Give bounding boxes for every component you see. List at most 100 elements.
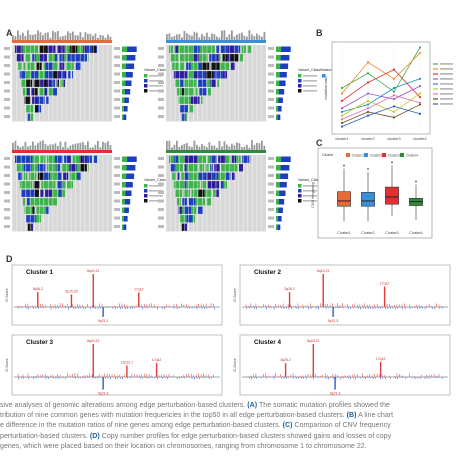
- mutation-cell: [25, 45, 32, 53]
- gene-frequency-bar: [276, 173, 281, 179]
- mutation-cell: [30, 113, 33, 121]
- legend-label-placeholder: [303, 90, 317, 92]
- box: [361, 192, 375, 207]
- legend-label: Cluster3: [388, 154, 400, 158]
- mutation-cell: [58, 189, 63, 197]
- gene-label-placeholder: [4, 47, 10, 50]
- mutation-cell: [179, 54, 186, 62]
- tmb-bar: [171, 37, 173, 40]
- panel-label-c: C: [316, 138, 323, 148]
- mutation-cell: [21, 189, 27, 197]
- mutation-cell: [189, 105, 194, 113]
- gene-frequency-bar: [276, 207, 283, 213]
- series-line: [341, 52, 421, 94]
- tmb-bar: [32, 141, 34, 150]
- gene-label-placeholder: [4, 81, 10, 84]
- percent-label-placeholder: [114, 81, 120, 84]
- tmb-bar: [178, 146, 181, 150]
- legend-swatch: [144, 194, 148, 198]
- tmb-bar: [251, 34, 253, 40]
- mutation-cell: [187, 71, 194, 79]
- tmb-bar: [176, 34, 178, 40]
- tmb-bar: [109, 145, 112, 150]
- tmb-bar: [77, 143, 79, 150]
- mutation-cell: [218, 54, 222, 62]
- gene-frequency-bar: [276, 55, 281, 61]
- mutation-cell: [194, 181, 200, 189]
- legend-swatch: [346, 153, 350, 157]
- mutation-cell: [33, 181, 40, 189]
- tmb-bar: [216, 36, 218, 40]
- mutation-cell: [46, 155, 52, 163]
- gene-label-placeholder: [4, 98, 10, 101]
- legend-swatch: [298, 74, 302, 78]
- tmb-bar: [188, 34, 191, 40]
- mutation-cell: [199, 164, 205, 172]
- mutation-cell: [217, 79, 219, 87]
- profile-frame: [11, 264, 223, 326]
- series-point: [392, 116, 396, 119]
- tmb-bar: [253, 145, 256, 150]
- mutation-cell: [227, 45, 235, 53]
- mutation-cell: [173, 181, 181, 189]
- mutation-cell: [93, 155, 97, 163]
- tmb-bar: [49, 144, 52, 150]
- series-line: [341, 94, 421, 120]
- profile-frame: [239, 264, 451, 326]
- mutation-cell: [186, 79, 189, 87]
- tmb-bar: [243, 35, 246, 40]
- gene-frequency-bar: [276, 63, 289, 69]
- cluster-annotation-bar: [166, 40, 266, 43]
- mutation-cell: [23, 88, 28, 96]
- legend-label-placeholder: [440, 93, 453, 95]
- caption-ref-d: (D): [89, 431, 100, 440]
- mutation-cell: [15, 45, 23, 53]
- legend-label-placeholder: [149, 75, 163, 77]
- mutation-cell: [174, 45, 179, 53]
- panel-b-mutation-ratio-line-chart: cluster1 cluster2 cluster3 cluster4 mutation…: [324, 41, 453, 141]
- mutation-cell: [195, 88, 198, 96]
- mutation-cell: [180, 181, 185, 189]
- tmb-bar: [228, 146, 231, 150]
- tmb-bar: [34, 34, 37, 40]
- profile-frame: [11, 334, 223, 396]
- tmb-bar: [221, 30, 223, 40]
- caption-text: perturbation-based clusters.: [0, 431, 90, 440]
- tmb-bar: [37, 30, 39, 40]
- gene-frequency-bar: [276, 165, 290, 171]
- peak-label: 8q24.21: [87, 339, 99, 343]
- caption-text: genes, which were placed based on their …: [0, 441, 367, 450]
- tmb-bar: [241, 147, 243, 150]
- y-axis-label: mutation ratio: [324, 76, 328, 99]
- percent-label-placeholder: [268, 98, 274, 101]
- tmb-bar: [196, 32, 198, 40]
- oncoprint-4: Variant_Classification: [158, 140, 332, 232]
- gene-frequency-bar: [276, 114, 278, 120]
- legend-swatch: [298, 184, 302, 188]
- tmb-bar: [72, 31, 74, 40]
- tmb-bar: [233, 36, 236, 40]
- percent-label-placeholder: [114, 225, 120, 228]
- tmb-bar: [29, 145, 32, 150]
- tmb-bar: [92, 147, 94, 150]
- peak-label: 17q12: [376, 357, 386, 361]
- mutation-cell: [25, 54, 31, 62]
- mutation-cell: [16, 164, 24, 172]
- tmb-bar: [64, 141, 67, 150]
- gene-frequency-bar: [122, 46, 137, 52]
- gene-label-placeholder: [158, 64, 164, 67]
- mutation-cell: [184, 181, 187, 189]
- gene-frequency-bar: [122, 173, 135, 179]
- mutation-cell: [186, 62, 191, 70]
- gene-frequency-bar: [122, 63, 127, 69]
- mutation-cell: [195, 96, 200, 104]
- series-point: [392, 97, 396, 101]
- mutation-cell: [55, 54, 58, 62]
- mutation-cell: [36, 206, 42, 214]
- tmb-bar: [57, 31, 59, 40]
- mutation-cell: [68, 71, 71, 79]
- mutation-cell: [41, 181, 48, 189]
- mutation-cell: [223, 181, 227, 189]
- gene-label-placeholder: [158, 157, 164, 160]
- gene-frequency-bar: [122, 156, 128, 162]
